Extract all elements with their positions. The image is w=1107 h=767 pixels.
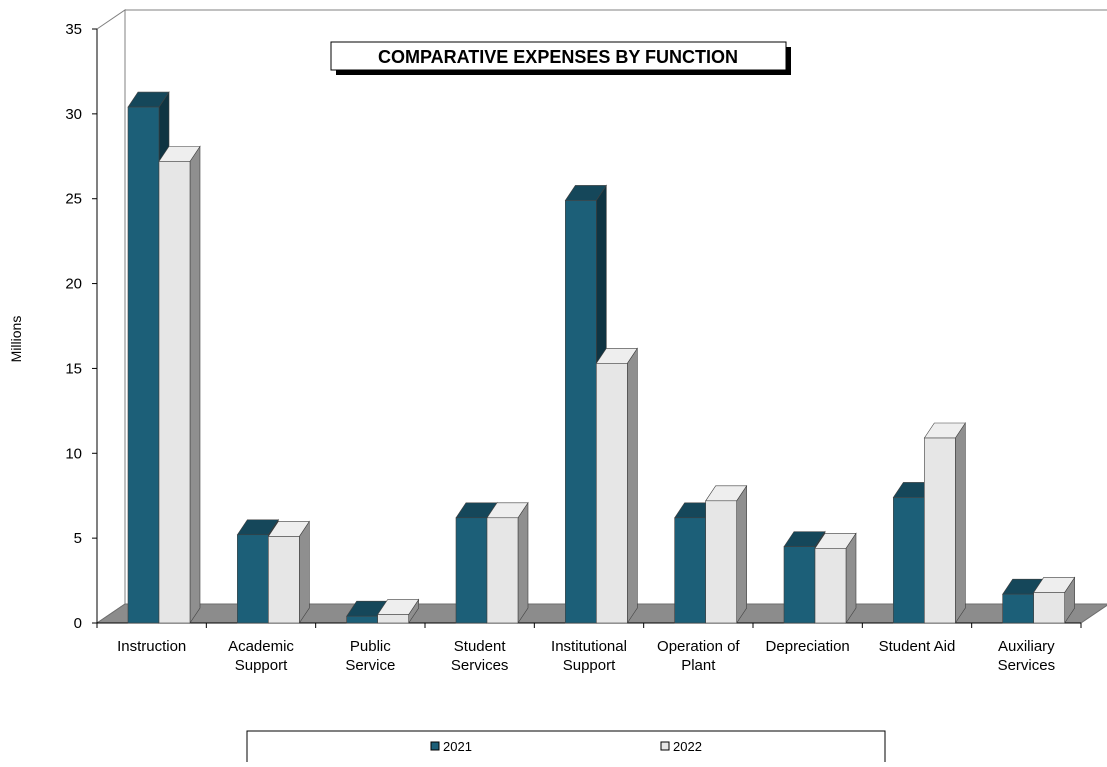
legend-swatch [430,741,440,751]
bar-side [736,484,747,624]
back-wall [124,9,1107,605]
x-tick-label: Service [345,657,395,674]
title-box: COMPARATIVE EXPENSES BY FUNCTION [330,41,791,75]
bar [924,437,956,624]
bar-side [955,422,966,624]
x-tick-label: Instruction [117,638,186,655]
x-tick-label: Student [454,638,507,655]
bar [783,546,816,624]
legend-swatch [660,741,670,751]
x-tick-label: Plant [681,657,716,674]
bar [377,614,409,624]
x-tick-label: Academic [228,638,294,655]
bar [814,548,847,624]
bar [346,615,378,624]
x-tick-label: Student Aid [879,638,956,655]
bars [127,91,1076,624]
bar [705,500,737,624]
y-tick-label: 20 [65,276,82,293]
x-tick-label: Public [350,638,391,655]
x-tick-label: Support [563,657,616,674]
title-frame [330,41,787,71]
y-axis-label: Millions [8,316,24,363]
x-tick-label: Depreciation [766,638,850,655]
bar [237,534,269,624]
y-tick-label: 15 [65,360,82,377]
bar-side [627,347,638,624]
bar [127,106,160,624]
x-tick-label: Institutional [551,638,627,655]
bar [565,200,597,624]
bar-side [189,145,201,624]
bar-side [517,501,529,624]
bar [268,536,300,624]
bar [893,497,925,624]
chart-title: COMPARATIVE EXPENSES BY FUNCTION [378,47,738,67]
legend: 2021 2022 [246,730,886,767]
bar [158,161,191,624]
y-tick-label: 25 [65,191,82,208]
x-tick-label: Services [451,657,509,674]
legend-label: 2021 [443,739,472,754]
y-tick-label: 10 [65,445,82,462]
bar-side [845,532,857,624]
y-tick-label: 0 [74,615,82,632]
bar [486,517,519,624]
x-tick-label: Auxiliary [998,638,1055,655]
x-tick-label: Support [235,657,288,674]
x-tick-label: Operation of [657,638,740,655]
side-wall [96,9,126,624]
legend-frame [246,730,886,767]
bar [455,517,488,624]
legend-label: 2022 [673,739,702,754]
bar [1033,592,1065,624]
bar [596,363,628,624]
bar [674,517,706,624]
y-tick-label: 30 [65,106,82,123]
y-tick-label: 35 [65,21,82,38]
bar-side [299,520,310,624]
axes: 0 5 10 15 20 25 30 35 Instruction Academic Support… [65,21,1082,674]
x-tick-label: Services [998,657,1056,674]
bar [1002,593,1034,624]
y-tick-label: 5 [74,530,82,547]
